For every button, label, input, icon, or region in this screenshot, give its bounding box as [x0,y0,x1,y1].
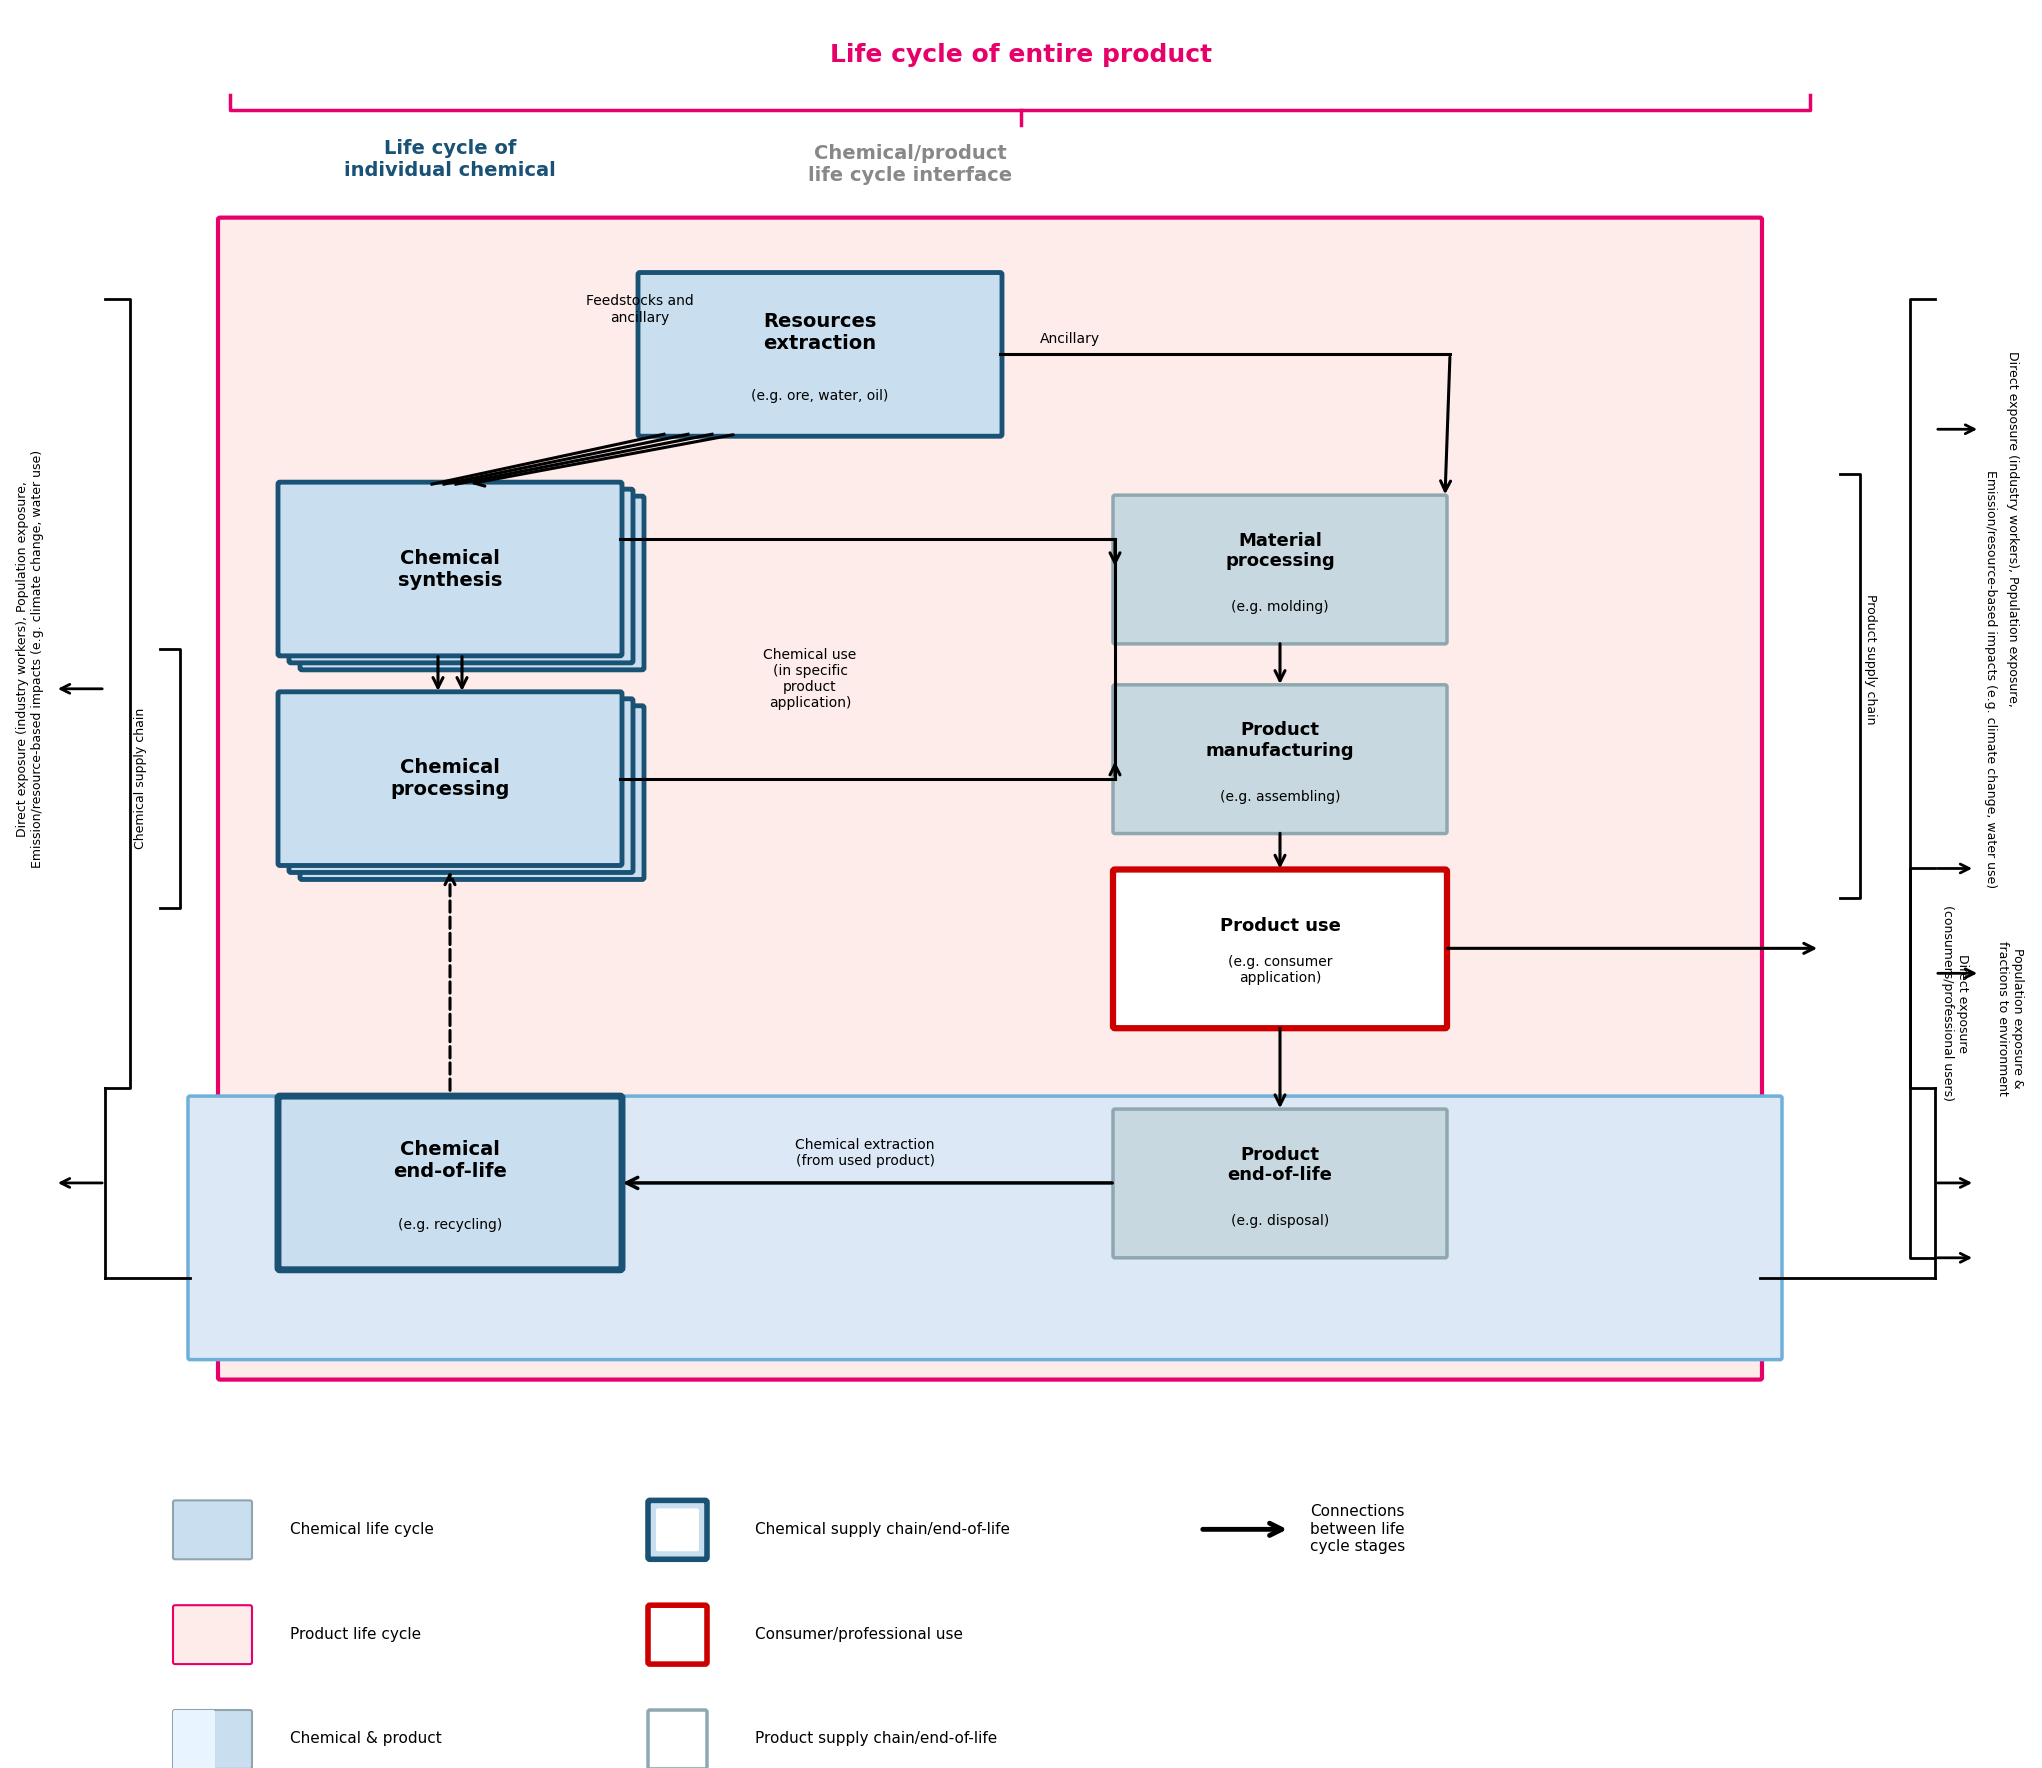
FancyBboxPatch shape [1113,870,1448,1029]
FancyBboxPatch shape [655,1508,698,1551]
Text: Chemical
end-of-life: Chemical end-of-life [392,1140,506,1181]
FancyBboxPatch shape [188,1096,1783,1360]
Text: Product supply chain: Product supply chain [1864,594,1877,725]
FancyBboxPatch shape [1113,495,1448,644]
FancyBboxPatch shape [174,1605,251,1664]
FancyBboxPatch shape [1113,684,1448,833]
Text: (e.g. ore, water, oil): (e.g. ore, water, oil) [751,389,888,403]
Text: Material
processing: Material processing [1225,532,1335,571]
FancyBboxPatch shape [174,1501,251,1559]
FancyBboxPatch shape [290,698,633,872]
Text: Chemical supply chain: Chemical supply chain [133,707,147,849]
FancyBboxPatch shape [647,1501,707,1559]
Text: Product supply chain/end-of-life: Product supply chain/end-of-life [756,1731,996,1747]
FancyBboxPatch shape [637,272,1003,437]
Text: (e.g. assembling): (e.g. assembling) [1219,790,1340,804]
FancyBboxPatch shape [218,217,1762,1379]
Text: (e.g. disposal): (e.g. disposal) [1231,1215,1329,1227]
Text: Chemical life cycle: Chemical life cycle [290,1522,433,1536]
Text: Consumer/professional use: Consumer/professional use [756,1627,964,1642]
Text: Direct exposure (industry workers), Population exposure,
Emission/resource-based: Direct exposure (industry workers), Popu… [16,449,45,868]
Text: Product life cycle: Product life cycle [290,1627,421,1642]
Text: Product
end-of-life: Product end-of-life [1227,1146,1333,1185]
Text: (e.g. consumer
application): (e.g. consumer application) [1227,955,1331,985]
Text: Resources
extraction: Resources extraction [764,311,876,354]
Text: Chemical/product
life cycle interface: Chemical/product life cycle interface [809,145,1013,186]
Text: (e.g. molding): (e.g. molding) [1231,599,1329,613]
Text: Product
manufacturing: Product manufacturing [1205,721,1354,760]
FancyBboxPatch shape [647,1605,707,1664]
FancyBboxPatch shape [1113,1109,1448,1257]
FancyBboxPatch shape [300,497,643,670]
FancyBboxPatch shape [647,1710,707,1768]
Text: Chemical & product: Chemical & product [290,1731,441,1747]
FancyBboxPatch shape [278,691,623,866]
Text: Chemical extraction
(from used product): Chemical extraction (from used product) [794,1139,935,1169]
Text: Life cycle of entire product: Life cycle of entire product [829,42,1213,67]
Text: Chemical
synthesis: Chemical synthesis [398,548,502,589]
Text: (e.g. recycling): (e.g. recycling) [398,1218,502,1232]
Text: Direct exposure (industry workers), Population exposure,: Direct exposure (industry workers), Popu… [2005,352,2017,707]
Text: Ancillary: Ancillary [1039,332,1101,347]
FancyBboxPatch shape [174,1710,214,1768]
FancyBboxPatch shape [290,490,633,663]
FancyBboxPatch shape [300,705,643,879]
Text: Connections
between life
cycle stages: Connections between life cycle stages [1311,1505,1405,1554]
Text: Product use: Product use [1219,918,1340,935]
Text: Life cycle of
individual chemical: Life cycle of individual chemical [345,140,555,180]
Text: Chemical
processing: Chemical processing [390,758,510,799]
Text: Chemical use
(in specific
product
application): Chemical use (in specific product applic… [764,647,858,711]
Text: Direct exposure
(consumers/professional users): Direct exposure (consumers/professional … [1942,905,1968,1101]
Text: Chemical supply chain/end-of-life: Chemical supply chain/end-of-life [756,1522,1011,1536]
Text: Population exposure &
fractions to environment: Population exposure & fractions to envir… [1995,941,2024,1096]
FancyBboxPatch shape [278,1096,623,1269]
FancyBboxPatch shape [278,483,623,656]
Text: Feedstocks and
ancillary: Feedstocks and ancillary [586,293,694,325]
Text: Emission/resource-based impacts (e.g. climate change, water use): Emission/resource-based impacts (e.g. cl… [1983,470,1997,888]
FancyBboxPatch shape [174,1710,251,1768]
